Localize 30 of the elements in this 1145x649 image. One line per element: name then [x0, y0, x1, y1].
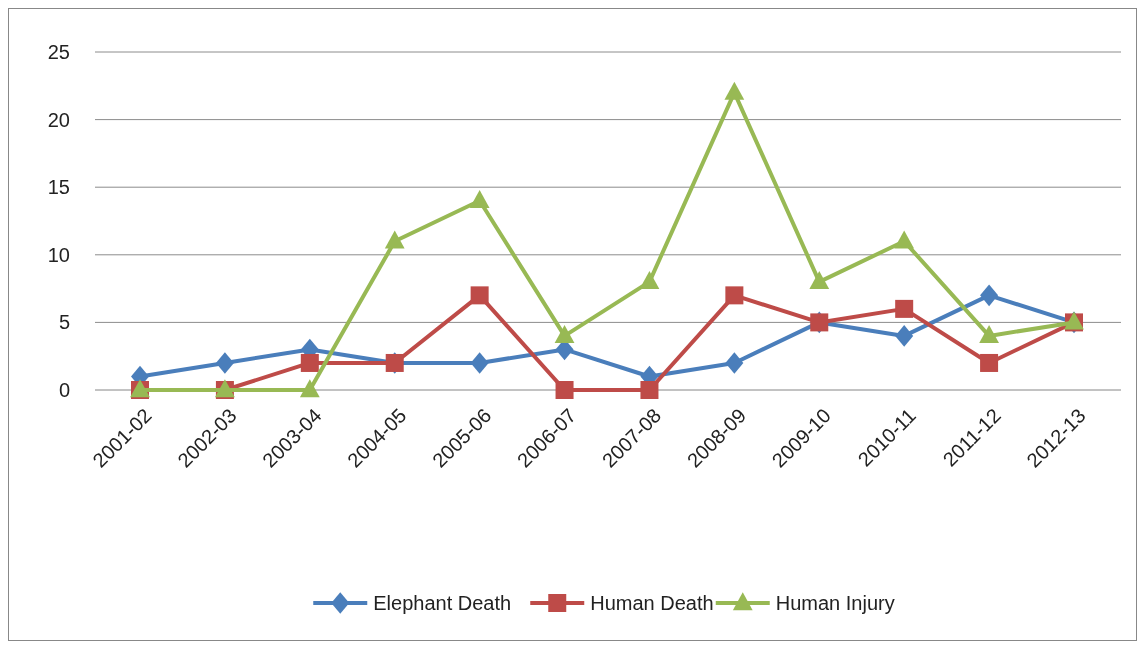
y-tick-label: 5	[58, 311, 70, 334]
point	[809, 271, 830, 290]
y-tick-label: 0	[58, 379, 70, 401]
legend-label: Elephant Death	[373, 592, 512, 614]
point	[384, 230, 405, 249]
y-tick-label: 15	[47, 176, 70, 199]
point	[470, 352, 489, 374]
point	[724, 81, 745, 100]
point	[894, 230, 915, 249]
point	[895, 299, 914, 318]
point	[979, 325, 999, 344]
point	[554, 325, 575, 344]
y-tick-label: 10	[47, 243, 70, 266]
point	[555, 381, 574, 399]
legend-label: Human Death	[590, 592, 714, 614]
legend-label: Human Injury	[775, 592, 895, 614]
point	[725, 352, 744, 374]
y-tick-label: 20	[47, 108, 70, 131]
point	[980, 284, 999, 307]
point	[640, 381, 659, 399]
y-tick-label: 25	[47, 41, 70, 63]
point	[300, 353, 319, 372]
point	[215, 352, 234, 374]
point	[299, 379, 320, 398]
point	[895, 325, 914, 347]
point	[470, 286, 489, 305]
point	[725, 286, 744, 305]
point	[639, 271, 660, 290]
point	[469, 189, 490, 208]
point	[980, 353, 999, 372]
